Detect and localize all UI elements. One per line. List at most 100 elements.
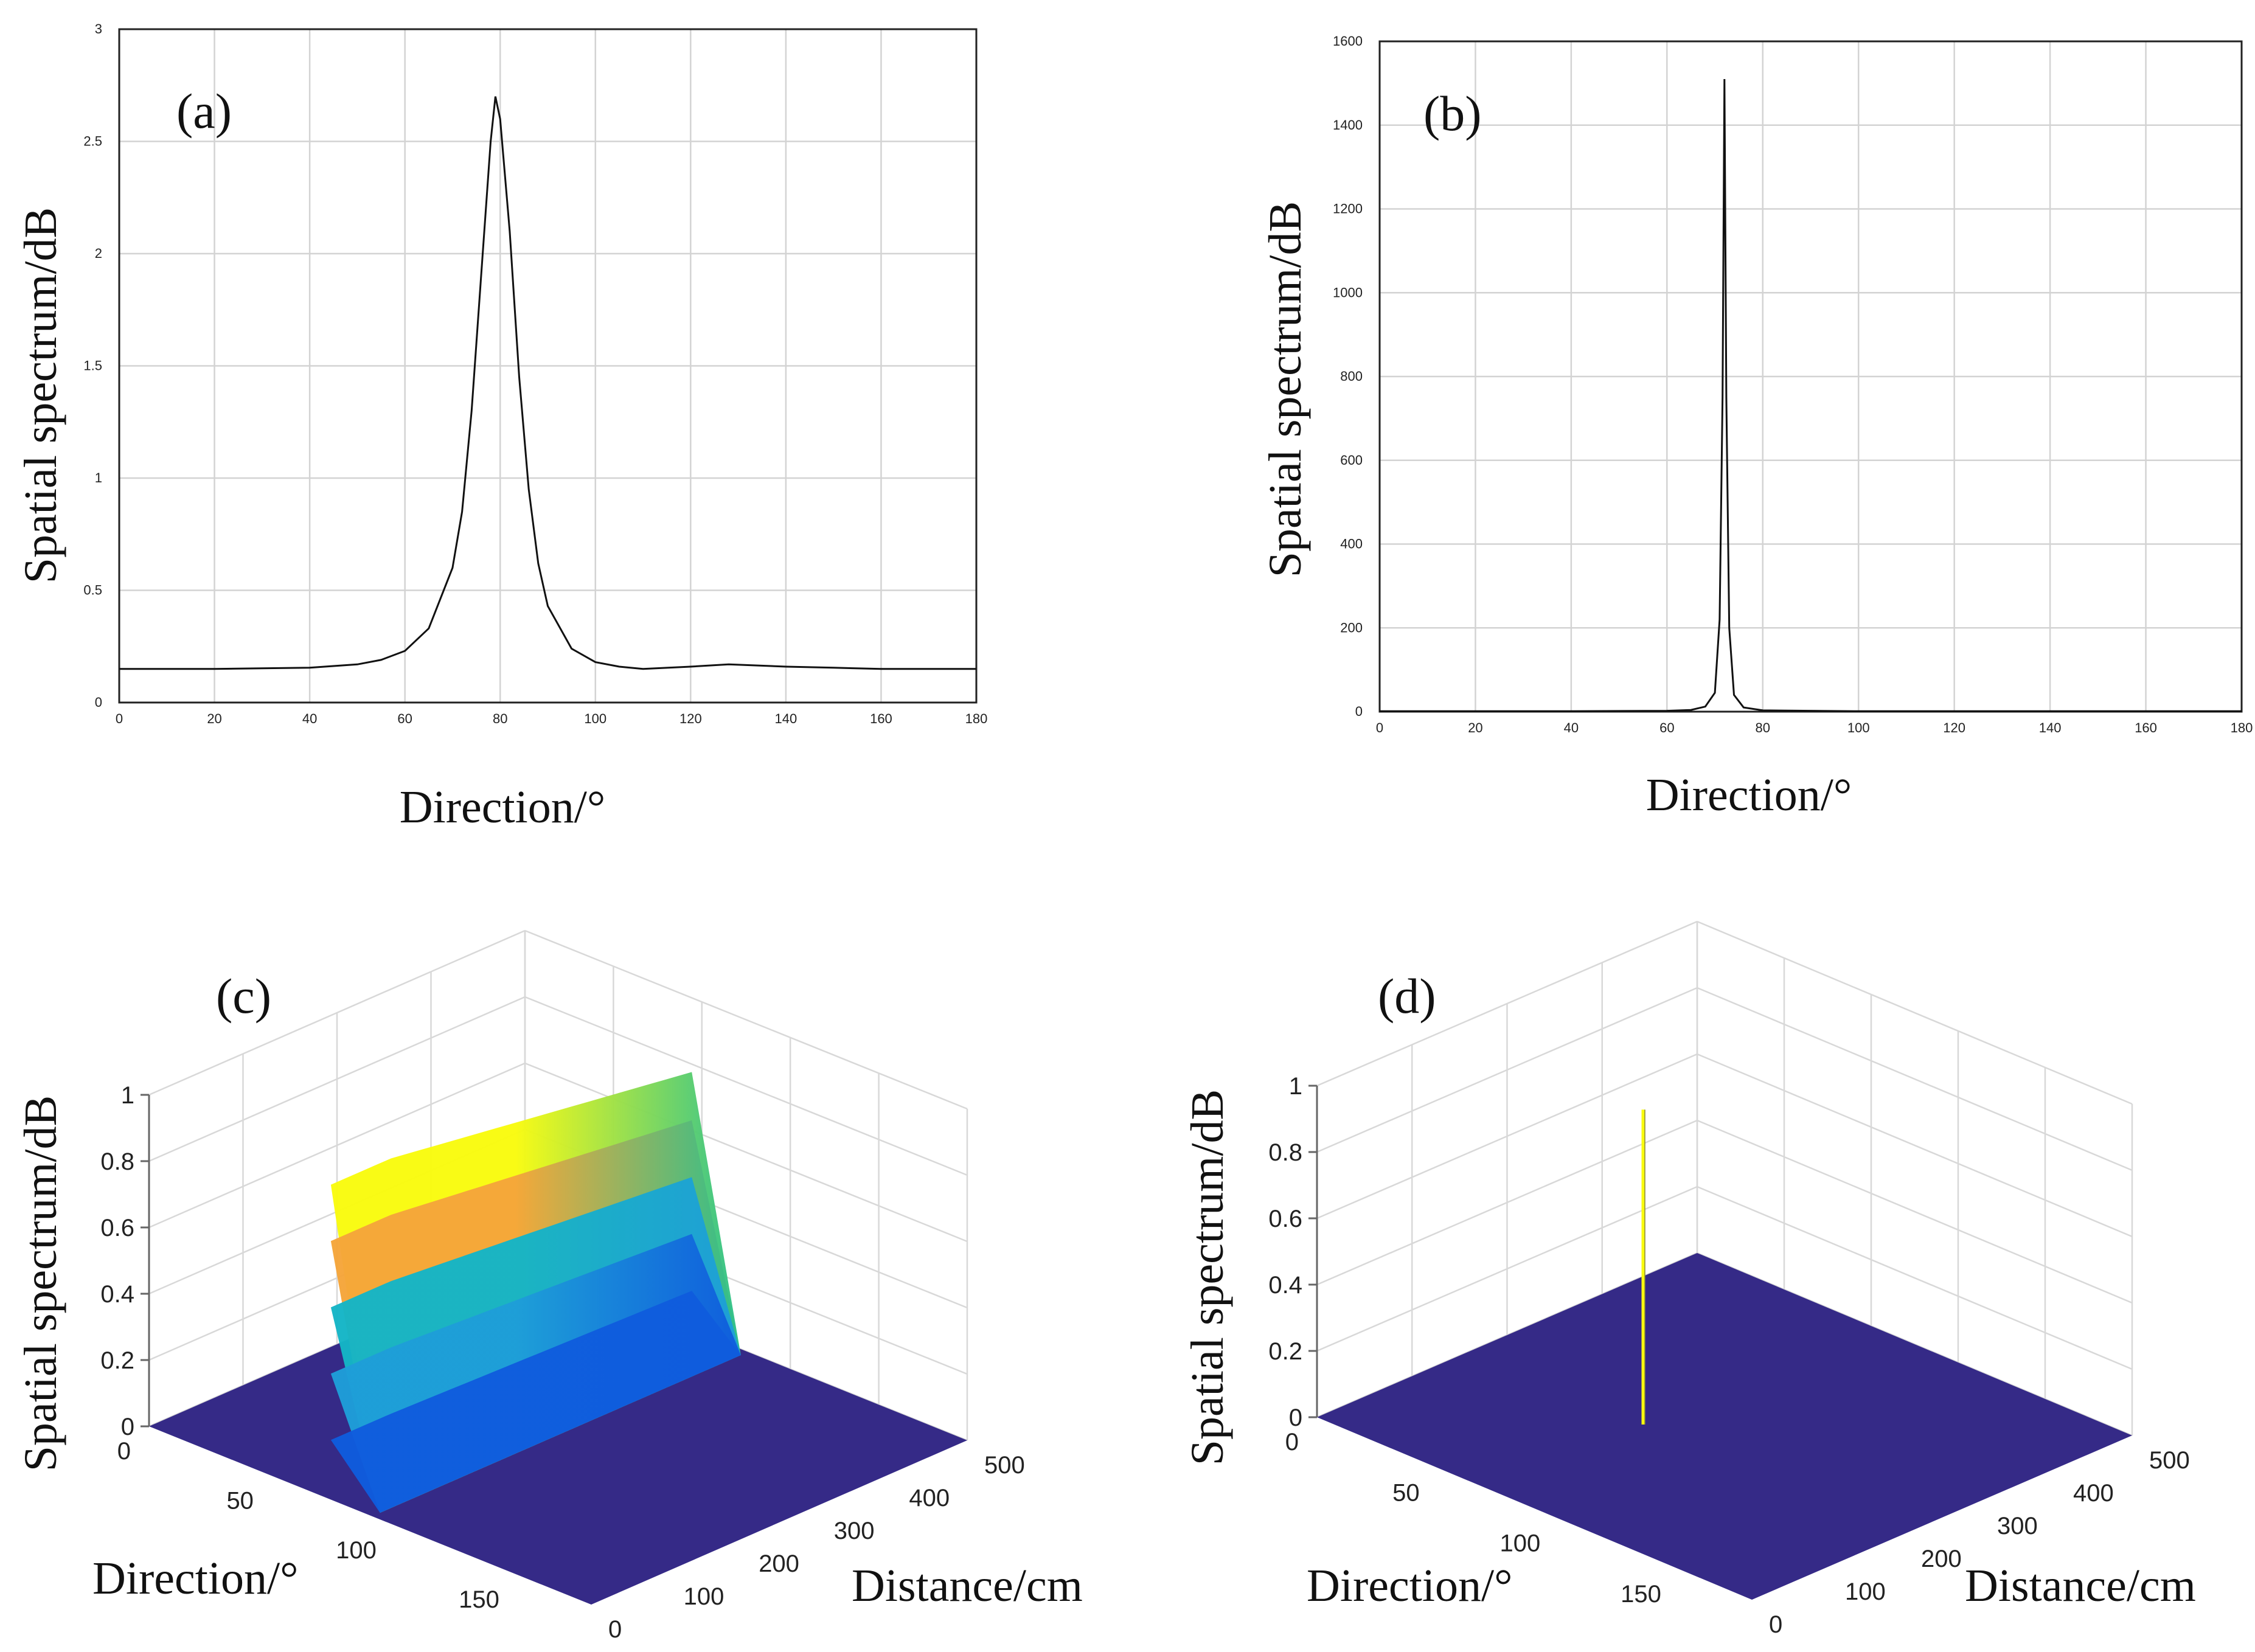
x-tick-label: 80 bbox=[493, 711, 507, 726]
y-tick-label: 800 bbox=[1340, 369, 1363, 384]
z-tick-label: 0.2 bbox=[1268, 1338, 1302, 1365]
wall-gridline bbox=[524, 996, 968, 1176]
panel-d-surface-plot: 0 0.2 0.4 0.6 0.8 1 0 50 100 150 0 100 200 300 400 500 bbox=[1268, 920, 2190, 1638]
y-tick-label: 400 bbox=[1340, 536, 1363, 552]
x-tick-label: 20 bbox=[207, 711, 221, 726]
y-tick-label: 200 bbox=[1340, 620, 1363, 635]
x-tick-label: 60 bbox=[397, 711, 412, 726]
y-tick-label: 1400 bbox=[1333, 117, 1363, 133]
panel-c-ylabel: Distance/cm bbox=[852, 1560, 1083, 1611]
wall-gridline bbox=[1697, 987, 2133, 1171]
z-tick-label: 0.6 bbox=[100, 1215, 134, 1241]
wall-gridline bbox=[1697, 1185, 2133, 1370]
x-tick-label: 120 bbox=[679, 711, 702, 726]
x-tick-label: 40 bbox=[1564, 720, 1579, 735]
direction-tick-label: 100 bbox=[1499, 1530, 1540, 1557]
plot-frame bbox=[118, 28, 978, 704]
surface-floor bbox=[1317, 1253, 2132, 1600]
panel-b-ylabel: Spatial spectrum/dB bbox=[1260, 201, 1311, 577]
panel-c-surface-plot: 0 0.2 0.4 0.6 0.8 1 0 50 100 150 0 100 200 300 400 500 bbox=[100, 929, 1025, 1643]
surface-band bbox=[330, 1291, 741, 1513]
x-tick-label: 160 bbox=[870, 711, 892, 726]
panel-c-label: (c) bbox=[216, 968, 271, 1024]
z-tick-label: 0.2 bbox=[100, 1347, 134, 1374]
x-tick-label: 100 bbox=[584, 711, 606, 726]
wall-gridline bbox=[524, 929, 968, 1110]
y-tick-label: 2.5 bbox=[83, 134, 102, 149]
z-tick-label: 1 bbox=[121, 1082, 134, 1109]
x-tick-label: 0 bbox=[116, 711, 123, 726]
wall-gridline bbox=[1697, 1119, 2133, 1304]
panel-c-xlabel: Direction/° bbox=[92, 1553, 299, 1604]
wall-gridline bbox=[1697, 1053, 2133, 1238]
y-tick-label: 1600 bbox=[1333, 33, 1363, 49]
distance-tick-label: 100 bbox=[1845, 1578, 1886, 1605]
series-line bbox=[1380, 78, 2242, 712]
y-tick-label: 2 bbox=[95, 246, 102, 261]
x-tick-label: 20 bbox=[1468, 720, 1482, 735]
x-tick-label: 160 bbox=[2135, 720, 2157, 735]
direction-tick-label: 50 bbox=[1392, 1479, 1420, 1506]
y-tick-label: 1.5 bbox=[83, 358, 102, 373]
y-tick-label: 0 bbox=[1355, 704, 1363, 719]
distance-tick-label: 300 bbox=[1997, 1513, 2038, 1539]
y-tick-label: 3 bbox=[95, 21, 102, 36]
y-tick-label: 1000 bbox=[1333, 285, 1363, 300]
y-tick-label: 0.5 bbox=[83, 583, 102, 598]
x-tick-label: 40 bbox=[302, 711, 317, 726]
panel-b-xlabel: Direction/° bbox=[1646, 769, 1852, 821]
panel-d-label: (d) bbox=[1378, 968, 1436, 1024]
distance-tick-label: 400 bbox=[2073, 1480, 2114, 1507]
z-tick-label: 0.6 bbox=[1268, 1206, 1302, 1232]
x-tick-label: 120 bbox=[1943, 720, 1965, 735]
wall-gridline bbox=[1697, 920, 2133, 1105]
direction-tick-label: 150 bbox=[1621, 1581, 1661, 1608]
distance-tick-label: 200 bbox=[1921, 1546, 1962, 1572]
series-line bbox=[119, 96, 976, 670]
panel-d-xlabel: Direction/° bbox=[1307, 1560, 1513, 1611]
direction-tick-label: 150 bbox=[459, 1586, 499, 1613]
panel-a-ylabel: Spatial spectrum/dB bbox=[15, 207, 66, 583]
z-tick-label: 1 bbox=[1289, 1073, 1302, 1100]
direction-tick-label: 50 bbox=[226, 1487, 254, 1514]
z-tick-label: 0 bbox=[121, 1414, 134, 1440]
y-tick-label: 1 bbox=[95, 470, 102, 485]
distance-tick-label: 200 bbox=[759, 1550, 799, 1577]
z-tick-label: 0.8 bbox=[1268, 1139, 1302, 1166]
z-tick-label: 0.8 bbox=[100, 1148, 134, 1175]
distance-tick-label: 0 bbox=[1769, 1611, 1782, 1638]
x-tick-label: 180 bbox=[2231, 720, 2253, 735]
distance-tick-label: 500 bbox=[984, 1452, 1025, 1479]
wall-gridline bbox=[524, 1062, 968, 1243]
panel-b-label: (b) bbox=[1423, 86, 1482, 141]
x-tick-label: 0 bbox=[1376, 720, 1383, 735]
x-tick-label: 100 bbox=[1847, 720, 1870, 735]
distance-tick-label: 500 bbox=[2149, 1447, 2190, 1474]
distance-tick-label: 400 bbox=[909, 1485, 950, 1511]
x-tick-label: 180 bbox=[965, 711, 988, 726]
panel-a-xlabel: Direction/° bbox=[400, 782, 606, 833]
z-tick-label: 0.4 bbox=[100, 1281, 134, 1308]
direction-tick-label: 100 bbox=[336, 1537, 377, 1564]
z-tick-label: 0 bbox=[1289, 1404, 1302, 1431]
panel-b-line-chart: 0 20 40 60 80 100 120 140 160 180 0 200 400 600 800 100… bbox=[1333, 33, 2253, 735]
x-tick-label: 80 bbox=[1756, 720, 1770, 735]
panel-c-zlabel: Spatial spectrum/dB bbox=[15, 1095, 66, 1471]
y-tick-label: 600 bbox=[1340, 453, 1363, 468]
panel-a-label: (a) bbox=[176, 83, 232, 139]
panel-d-ylabel: Distance/cm bbox=[1965, 1560, 2196, 1611]
x-tick-label: 60 bbox=[1659, 720, 1674, 735]
panel-d-zlabel: Spatial spectrum/dB bbox=[1182, 1089, 1233, 1465]
y-tick-label: 1200 bbox=[1333, 201, 1363, 217]
x-tick-label: 140 bbox=[775, 711, 797, 726]
z-tick-label: 0.4 bbox=[1268, 1272, 1302, 1299]
x-tick-label: 140 bbox=[2039, 720, 2062, 735]
distance-tick-label: 100 bbox=[684, 1583, 724, 1610]
direction-tick-label: 0 bbox=[1285, 1429, 1299, 1456]
distance-tick-label: 300 bbox=[834, 1518, 875, 1544]
panel-a-line-chart: 0 20 40 60 80 100 120 140 160 180 0 0.5 1 1.5 2 2.5 3 bbox=[83, 21, 987, 726]
direction-tick-label: 0 bbox=[117, 1438, 131, 1465]
y-tick-label: 0 bbox=[95, 695, 102, 710]
distance-tick-label: 0 bbox=[608, 1616, 622, 1643]
